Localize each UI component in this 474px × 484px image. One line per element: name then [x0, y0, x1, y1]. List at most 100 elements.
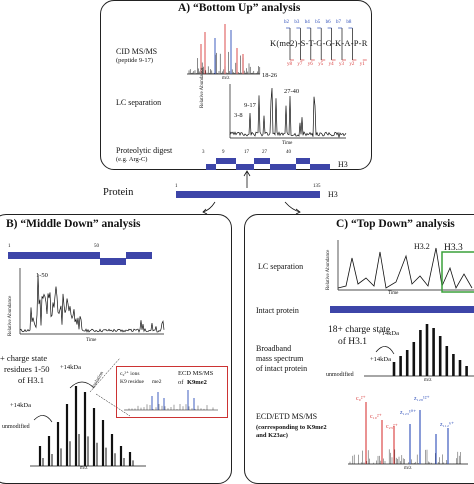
digest-label: Proteolytic digest: [116, 146, 173, 155]
b-ion-label: b8: [346, 20, 352, 25]
digest-number: 17: [244, 150, 249, 155]
h33-label: H3.3: [444, 243, 463, 253]
digest-h3: H3: [338, 160, 348, 169]
digest-number: 3: [202, 150, 205, 155]
inset-ions: c₉²⁺ ions: [120, 371, 140, 377]
lc-b-peak-label: 1-50: [36, 272, 48, 279]
ecd-ion-label: z₁₁₂⁶⁺: [440, 422, 455, 428]
middle-plus14b: +14kDa: [10, 402, 31, 409]
digest-sub: (e.g. Arg-C): [116, 156, 148, 163]
inset-me2: me2: [152, 379, 162, 385]
b-ion-label: b5: [315, 20, 321, 25]
y-ion-label: y8: [287, 62, 292, 67]
c-plus14b: +14kDa: [370, 356, 391, 363]
broadband-1: Broadband: [256, 344, 292, 353]
b-ion-label: b6: [325, 20, 331, 25]
lc-chromatogram-b: [19, 268, 165, 335]
bb-mz: m/z: [424, 378, 432, 383]
protein-name: H3: [328, 190, 338, 199]
ecd-ion-label: c₂₃²⁺: [386, 424, 398, 430]
ecd-1: ECD/ETD MS/MS: [256, 412, 318, 421]
peak-label-27-40: 27-40: [284, 88, 300, 95]
b-ion-label: b7: [336, 20, 341, 25]
cid-label: CID MS/MS: [116, 47, 158, 56]
ecd-ion-label: c₉²⁺: [356, 396, 366, 402]
intact-bar: [330, 306, 474, 313]
y-ion-label: y6: [307, 62, 313, 67]
ecd-2: (corresponding to K9me2: [256, 424, 327, 431]
c-charge18: 18+ charge state: [328, 325, 391, 335]
b-ion-label: b3: [294, 20, 300, 25]
inset-k9me2: K9me2: [187, 379, 207, 386]
panel-a-title: A) “Bottom Up” analysis: [178, 2, 301, 14]
c-plus14a: +14kDa: [378, 330, 399, 337]
protein-start: 1: [175, 184, 178, 189]
cid-sub: (peptide 9-17): [116, 57, 154, 64]
peak-label-9-17: 9-17: [244, 102, 256, 109]
c-xaxis: Time: [388, 291, 399, 296]
c-lc-label: LC separation: [258, 262, 304, 271]
inset-ecd: ECD MS/MS: [178, 370, 214, 377]
h32-label: H3.2: [414, 242, 430, 251]
ecd-spectrum: [348, 402, 468, 465]
peak-label-3-8: 3-8: [234, 112, 243, 119]
lc-b-yaxis: Relative Abundance: [8, 295, 13, 336]
y-ion-label: y5: [318, 62, 324, 67]
protein-bar: [176, 191, 320, 198]
c-unmodified: unmodified: [326, 372, 354, 378]
y-ion-label: y7: [297, 62, 303, 67]
y-ion-label: y2: [349, 62, 355, 67]
middle-of: of H3.1: [18, 375, 44, 385]
intact-label: Intact protein: [256, 306, 299, 315]
ecd-mz: m/z: [404, 466, 412, 471]
c-of-h31: of H3.1: [338, 337, 368, 347]
peak-label-18-26: 18-26: [262, 72, 278, 79]
middle-plus14a: +14kDa: [60, 364, 81, 371]
digest-segment: [254, 158, 270, 164]
digest-number: 40: [286, 150, 291, 155]
digest-number: 27: [262, 150, 267, 155]
y-ion-label: y4: [328, 62, 334, 67]
range-start: 1: [8, 244, 11, 249]
lc-chromatogram-a: [229, 84, 347, 139]
arrows: [202, 170, 301, 215]
digest-segment: [270, 164, 296, 170]
lc-b-xaxis: Time: [86, 338, 97, 343]
middle-unmodified: unmodified: [2, 424, 30, 430]
digest-segment: [296, 158, 310, 164]
middle-mz: m/z: [80, 466, 88, 471]
ecd-3: and K23ac): [256, 432, 288, 439]
ecd-ion-label: z₁₂₈¹²⁺: [414, 396, 430, 402]
inset-of: of: [178, 379, 184, 386]
inset-spectrum: [124, 390, 218, 411]
inset-k9: K9 residue: [120, 379, 144, 385]
broadband-spectrum: [364, 324, 474, 377]
b-ion-label: b4: [304, 20, 310, 25]
fragment-map: [286, 27, 367, 61]
cid-spectrum: [187, 24, 261, 75]
lc-a-xaxis: Time: [282, 141, 293, 146]
range-mid: 50: [94, 244, 99, 249]
protein-end: 135: [313, 184, 321, 189]
b-ion-label: b2: [284, 20, 289, 25]
cid-mz-label: m/z: [222, 76, 230, 81]
digest-segment: [310, 164, 330, 170]
panel-b-title: B) “Middle Down” analysis: [6, 218, 141, 230]
ecd-inset: [116, 366, 228, 418]
middle-bar-2: [100, 258, 126, 265]
digest-segment: [216, 158, 236, 164]
lc-label: LC separation: [116, 98, 162, 107]
lc-chromatogram-c: [337, 240, 474, 293]
middle-spectrum: [30, 357, 146, 467]
digest-segment: [206, 164, 216, 170]
middle-residues: residues 1-50: [4, 364, 50, 374]
digest-number: 9: [222, 150, 225, 155]
ecd-ion-label: c₁₀²⁺: [370, 414, 382, 420]
protein-label: Protein: [103, 187, 134, 198]
middle-bar-3: [126, 252, 152, 259]
broadband-3: of intact protein: [256, 364, 308, 373]
y-ion-label: y1: [359, 62, 365, 67]
ecd-ion-label: z₁₂₃¹⁰⁺: [400, 410, 417, 416]
c-yaxis: Relative Abundance: [326, 249, 331, 290]
middle-charge: + charge state: [0, 353, 48, 363]
